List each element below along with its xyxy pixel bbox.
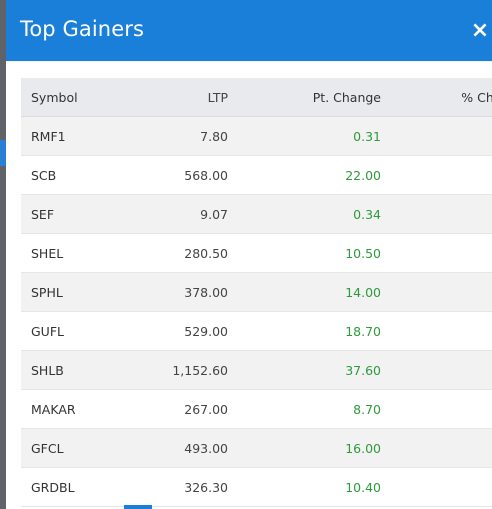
ltp-cell: 280.50: [115, 233, 238, 273]
scroll-indicator: [124, 505, 152, 509]
ltp-cell: 1,152.60: [115, 350, 238, 390]
gainers-table: Symbol LTP Pt. Change % Change RMF17.800…: [21, 78, 492, 507]
ltp-cell: 267.00: [115, 389, 238, 429]
ltp-cell: 326.30: [115, 467, 238, 507]
symbol-cell: GFCL: [21, 428, 115, 468]
pct-change-cell: 3.89: [391, 233, 492, 273]
column-header-symbol[interactable]: Symbol: [21, 78, 115, 117]
symbol-cell: MAKAR: [21, 389, 115, 429]
pct-change-cell: 3.89: [391, 194, 492, 234]
close-icon[interactable]: ×: [470, 18, 490, 43]
ltp-cell: 9.07: [115, 194, 238, 234]
table-header-row: Symbol LTP Pt. Change % Change: [21, 78, 492, 117]
pct-change-cell: 3.85: [391, 272, 492, 312]
column-header-pt-change[interactable]: Pt. Change: [238, 78, 391, 117]
gainers-table-container: Symbol LTP Pt. Change % Change RMF17.800…: [21, 78, 492, 507]
pt-change-cell: 22.00: [238, 155, 391, 195]
symbol-cell: GRDBL: [21, 467, 115, 507]
modal-header: Top Gainers ×: [6, 0, 492, 61]
symbol-cell: SHLB: [21, 350, 115, 390]
ltp-cell: 7.80: [115, 116, 238, 156]
pt-change-cell: 10.50: [238, 233, 391, 273]
pt-change-cell: 16.00: [238, 428, 391, 468]
pct-change-cell: 3.35: [391, 428, 492, 468]
pt-change-cell: 14.00: [238, 272, 391, 312]
pt-change-cell: 18.70: [238, 311, 391, 351]
symbol-cell: SPHL: [21, 272, 115, 312]
top-gainers-modal: Top Gainers × Symbol LTP Pt. Change % Ch…: [6, 0, 492, 509]
pt-change-cell: 8.70: [238, 389, 391, 429]
pct-change-cell: 4.14: [391, 116, 492, 156]
symbol-cell: GUFL: [21, 311, 115, 351]
pct-change-cell: 3.66: [391, 311, 492, 351]
pct-change-cell: 4.03: [391, 155, 492, 195]
ltp-cell: 568.00: [115, 155, 238, 195]
column-header-pct-change[interactable]: % Change: [391, 78, 492, 117]
pt-change-cell: 10.40: [238, 467, 391, 507]
pct-change-cell: 3.37: [391, 389, 492, 429]
symbol-cell: RMF1: [21, 116, 115, 156]
pct-change-cell: 3.37: [391, 350, 492, 390]
pt-change-cell: 0.31: [238, 116, 391, 156]
symbol-cell: SCB: [21, 155, 115, 195]
column-header-ltp[interactable]: LTP: [115, 78, 238, 117]
ltp-cell: 378.00: [115, 272, 238, 312]
pct-change-cell: 3.29: [391, 467, 492, 507]
symbol-cell: SEF: [21, 194, 115, 234]
ltp-cell: 529.00: [115, 311, 238, 351]
modal-title: Top Gainers: [20, 17, 144, 41]
pt-change-cell: 0.34: [238, 194, 391, 234]
background-tab: [0, 140, 6, 166]
ltp-cell: 493.00: [115, 428, 238, 468]
symbol-cell: SHEL: [21, 233, 115, 273]
pt-change-cell: 37.60: [238, 350, 391, 390]
